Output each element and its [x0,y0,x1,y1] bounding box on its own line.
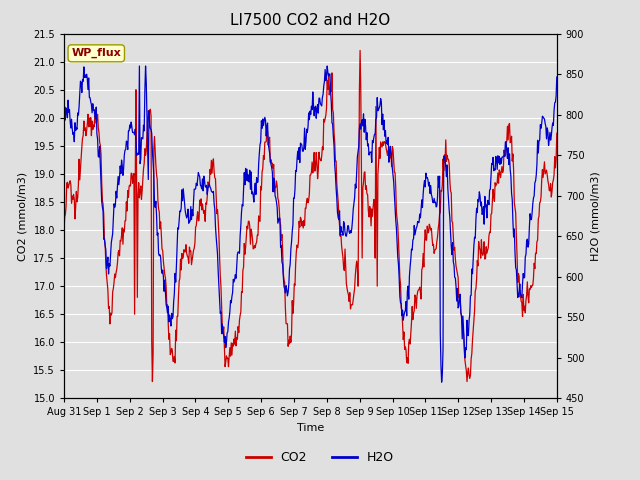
CO2 [386,146,394,152]
H2O [60,128,68,134]
H2O [371,132,378,137]
H2O [170,291,178,297]
CO2 [60,229,68,235]
CO2 [553,131,561,136]
H2O [438,379,445,385]
Legend: CO2, H2O: CO2, H2O [241,446,399,469]
Line: CO2: CO2 [64,50,557,382]
CO2 [170,354,178,360]
H2O [196,182,204,188]
CO2 [69,196,77,202]
H2O [553,74,561,80]
Y-axis label: CO2 (mmol/m3): CO2 (mmol/m3) [18,171,28,261]
CO2 [356,48,364,53]
Text: WP_flux: WP_flux [72,48,121,59]
H2O [136,63,143,69]
Y-axis label: H2O (mmol/m3): H2O (mmol/m3) [590,171,600,261]
CO2 [196,203,204,208]
X-axis label: Time: Time [297,423,324,433]
H2O [385,159,393,165]
CO2 [120,226,127,232]
CO2 [148,379,156,384]
Line: H2O: H2O [64,66,557,382]
Title: LI7500 CO2 and H2O: LI7500 CO2 and H2O [230,13,390,28]
H2O [120,166,127,171]
CO2 [371,255,379,261]
H2O [69,132,77,137]
